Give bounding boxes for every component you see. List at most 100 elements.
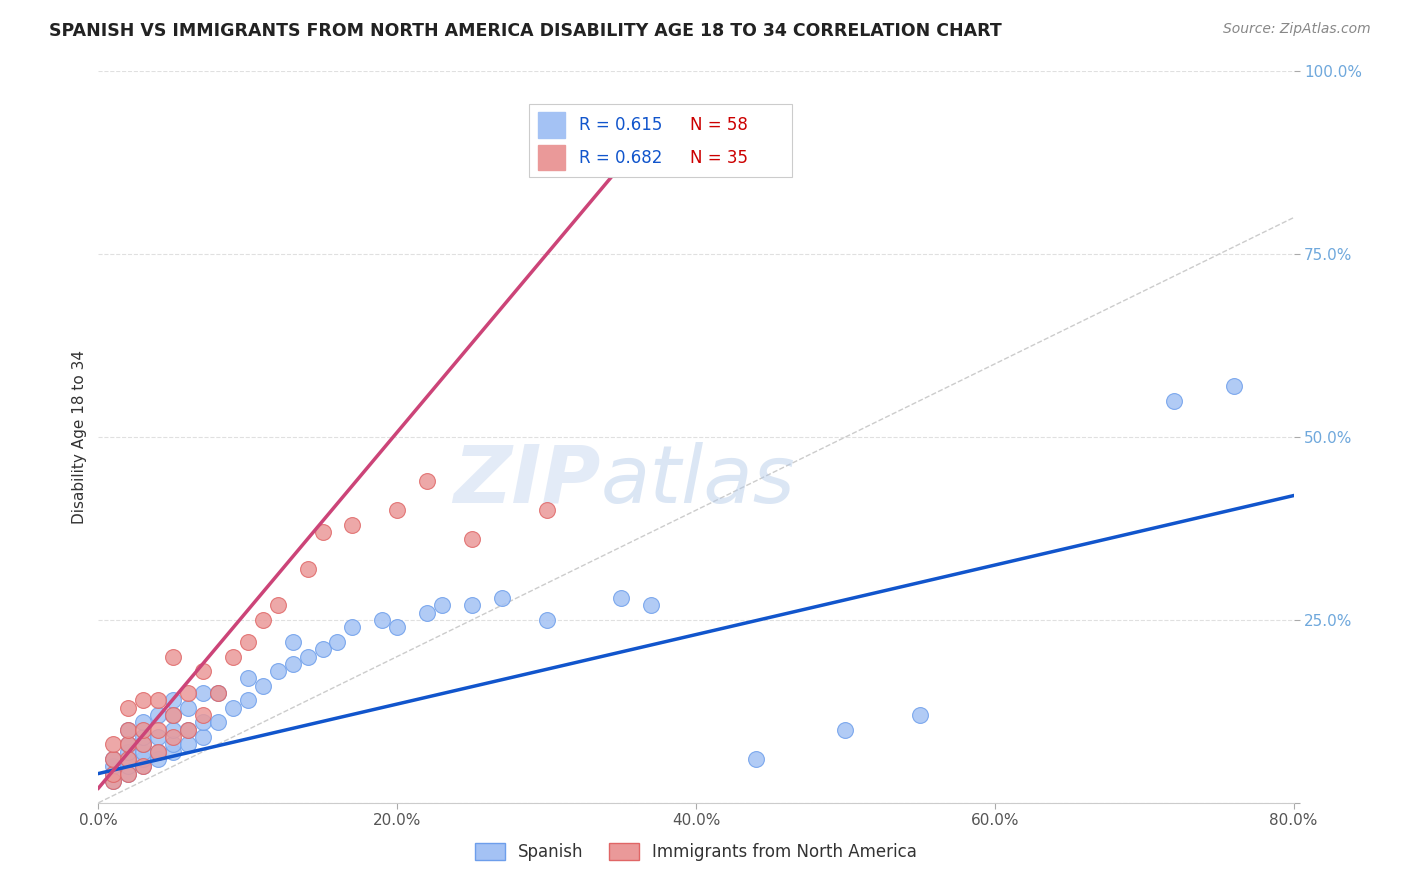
Point [342, 517, 364, 532]
Point [191, 730, 214, 744]
Point [1223, 379, 1246, 393]
Point [148, 745, 170, 759]
Point [162, 745, 184, 759]
Text: N = 35: N = 35 [690, 149, 748, 167]
Point [385, 620, 409, 634]
Point [162, 708, 184, 723]
Point [103, 759, 125, 773]
Point [222, 649, 245, 664]
Point [191, 686, 214, 700]
Point [132, 737, 155, 751]
Point [745, 752, 768, 766]
Point [177, 723, 200, 737]
Point [148, 730, 170, 744]
Point [132, 693, 155, 707]
Point [191, 664, 214, 678]
Text: R = 0.615: R = 0.615 [579, 116, 662, 134]
Point [297, 562, 319, 576]
Point [103, 737, 125, 751]
Point [267, 664, 290, 678]
Point [117, 752, 139, 766]
Point [132, 752, 155, 766]
Point [236, 635, 259, 649]
Point [162, 730, 184, 744]
Point [267, 599, 290, 613]
Point [461, 533, 484, 547]
Point [117, 752, 139, 766]
Point [610, 591, 633, 605]
Point [342, 620, 364, 634]
Point [162, 693, 184, 707]
Point [430, 599, 453, 613]
Text: ZIP: ZIP [453, 442, 600, 520]
Point [416, 606, 439, 620]
Point [132, 730, 155, 744]
Point [162, 649, 184, 664]
Point [162, 708, 184, 723]
Point [371, 613, 394, 627]
Point [311, 525, 333, 540]
Point [191, 715, 214, 730]
Bar [538, 112, 565, 137]
Point [252, 613, 274, 627]
Point [162, 737, 184, 751]
Point [117, 737, 139, 751]
Point [117, 766, 139, 780]
Text: atlas: atlas [600, 442, 796, 520]
Point [252, 679, 274, 693]
Point [117, 723, 139, 737]
Point [297, 649, 319, 664]
Point [236, 693, 259, 707]
Point [132, 759, 155, 773]
Text: Source: ZipAtlas.com: Source: ZipAtlas.com [1223, 22, 1371, 37]
Point [117, 723, 139, 737]
Point [148, 752, 170, 766]
Bar [538, 145, 565, 170]
Point [640, 599, 662, 613]
Point [117, 766, 139, 780]
Point [177, 686, 200, 700]
Point [103, 766, 125, 780]
Y-axis label: Disability Age 18 to 34: Disability Age 18 to 34 [72, 350, 87, 524]
Point [103, 752, 125, 766]
Point [222, 700, 245, 714]
Point [103, 773, 125, 788]
Point [162, 723, 184, 737]
Text: R = 0.682: R = 0.682 [579, 149, 662, 167]
Point [148, 708, 170, 723]
Point [117, 745, 139, 759]
Point [177, 723, 200, 737]
Point [191, 708, 214, 723]
Point [177, 737, 200, 751]
Point [311, 642, 333, 657]
Point [132, 759, 155, 773]
Point [281, 657, 304, 671]
Point [207, 686, 229, 700]
Point [148, 693, 170, 707]
Point [117, 700, 139, 714]
Point [132, 737, 155, 751]
Point [132, 715, 155, 730]
Point [103, 773, 125, 788]
Point [1163, 393, 1185, 408]
Point [385, 503, 409, 517]
Point [148, 723, 170, 737]
Point [103, 766, 125, 780]
Legend: Spanish, Immigrants from North America: Spanish, Immigrants from North America [468, 836, 924, 868]
Point [416, 474, 439, 488]
Point [326, 635, 349, 649]
Point [461, 599, 484, 613]
Point [908, 708, 931, 723]
Point [536, 613, 558, 627]
Point [207, 715, 229, 730]
Point [132, 745, 155, 759]
FancyBboxPatch shape [529, 104, 792, 178]
Point [281, 635, 304, 649]
Point [117, 759, 139, 773]
Point [132, 723, 155, 737]
Point [834, 723, 856, 737]
Point [207, 686, 229, 700]
Point [117, 737, 139, 751]
Text: SPANISH VS IMMIGRANTS FROM NORTH AMERICA DISABILITY AGE 18 TO 34 CORRELATION CHA: SPANISH VS IMMIGRANTS FROM NORTH AMERICA… [49, 22, 1002, 40]
Text: N = 58: N = 58 [690, 116, 748, 134]
